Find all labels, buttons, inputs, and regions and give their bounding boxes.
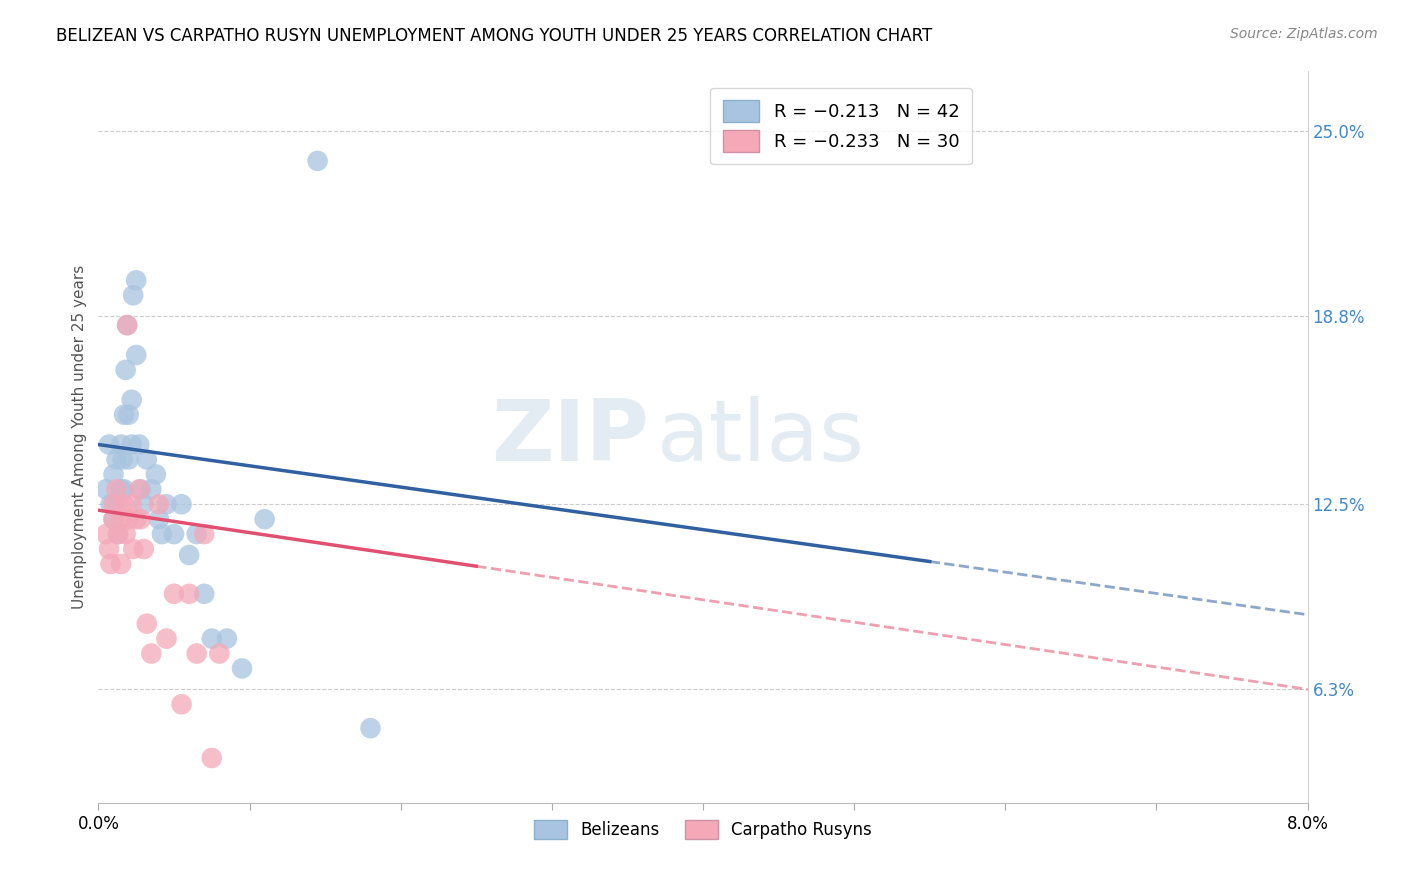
Point	[103, 497, 125, 511]
Point	[193, 587, 215, 601]
Point	[208, 647, 231, 661]
Point	[115, 318, 138, 332]
Point	[125, 512, 148, 526]
Point	[307, 153, 329, 168]
Point	[110, 512, 132, 526]
Point	[118, 408, 141, 422]
Point	[110, 483, 132, 497]
Point	[231, 661, 253, 675]
Point	[145, 467, 167, 482]
Point	[215, 632, 238, 646]
Legend: Belizeans, Carpatho Rusyns: Belizeans, Carpatho Rusyns	[527, 814, 879, 846]
Point	[114, 363, 136, 377]
Point	[103, 512, 125, 526]
Point	[122, 288, 145, 302]
Point	[129, 512, 152, 526]
Point	[107, 527, 129, 541]
Point	[150, 527, 173, 541]
Point	[186, 647, 208, 661]
Point	[111, 452, 134, 467]
Point	[128, 483, 150, 497]
Point	[135, 616, 157, 631]
Point	[121, 392, 143, 407]
Point	[201, 751, 224, 765]
Point	[201, 632, 224, 646]
Point	[121, 497, 143, 511]
Point	[94, 483, 117, 497]
Text: Source: ZipAtlas.com: Source: ZipAtlas.com	[1230, 27, 1378, 41]
Point	[112, 483, 135, 497]
Point	[98, 542, 121, 557]
Text: atlas: atlas	[657, 395, 865, 479]
Point	[110, 437, 132, 451]
Point	[170, 497, 193, 511]
Point	[114, 527, 136, 541]
Point	[100, 497, 122, 511]
Point	[103, 512, 125, 526]
Point	[125, 273, 148, 287]
Point	[128, 437, 150, 451]
Point	[112, 408, 135, 422]
Point	[112, 497, 135, 511]
Point	[105, 452, 128, 467]
Point	[170, 698, 193, 712]
Point	[179, 587, 201, 601]
Point	[94, 527, 117, 541]
Point	[148, 512, 170, 526]
Point	[98, 437, 121, 451]
Point	[100, 557, 122, 571]
Point	[141, 647, 163, 661]
Point	[155, 632, 177, 646]
Point	[148, 497, 170, 511]
Point	[115, 318, 138, 332]
Text: ZIP: ZIP	[491, 395, 648, 479]
Text: BELIZEAN VS CARPATHO RUSYN UNEMPLOYMENT AMONG YOUTH UNDER 25 YEARS CORRELATION C: BELIZEAN VS CARPATHO RUSYN UNEMPLOYMENT …	[56, 27, 932, 45]
Point	[132, 497, 155, 511]
Point	[118, 512, 141, 526]
Point	[129, 483, 152, 497]
Point	[186, 527, 208, 541]
Point	[135, 452, 157, 467]
Point	[132, 542, 155, 557]
Point	[122, 542, 145, 557]
Point	[118, 452, 141, 467]
Point	[253, 512, 276, 526]
Point	[125, 348, 148, 362]
Point	[179, 548, 201, 562]
Point	[107, 527, 129, 541]
Point	[193, 527, 215, 541]
Point	[163, 587, 186, 601]
Point	[105, 483, 128, 497]
Point	[121, 437, 143, 451]
Point	[141, 483, 163, 497]
Point	[103, 467, 125, 482]
Point	[163, 527, 186, 541]
Point	[110, 557, 132, 571]
Point	[107, 497, 129, 511]
Point	[360, 721, 382, 735]
Point	[155, 497, 177, 511]
Y-axis label: Unemployment Among Youth under 25 years: Unemployment Among Youth under 25 years	[72, 265, 87, 609]
